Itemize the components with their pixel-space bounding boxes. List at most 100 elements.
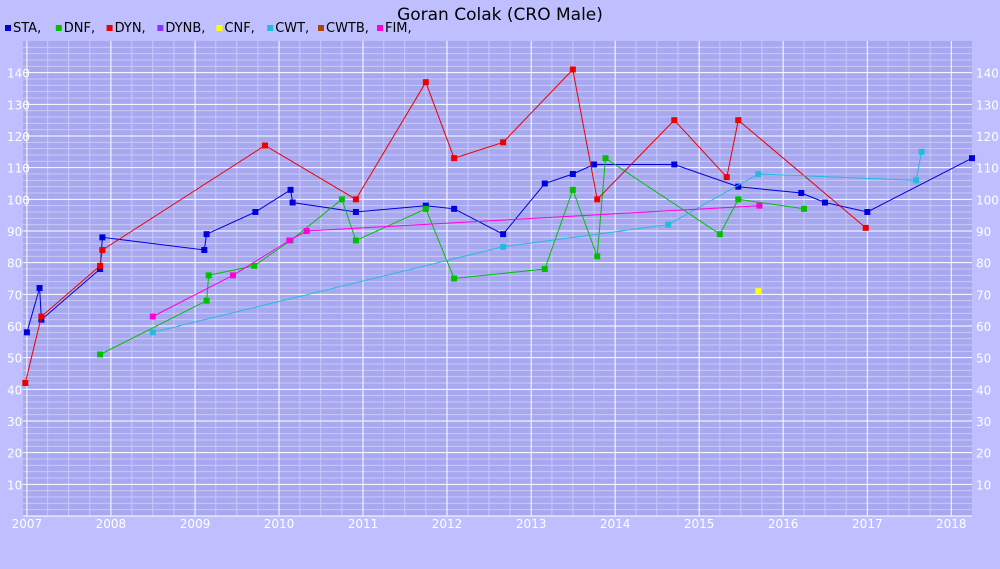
- y-tick-label-left: 20: [7, 447, 22, 461]
- data-point-dyn: [735, 117, 742, 124]
- data-point-dnf: [716, 231, 723, 238]
- x-tick-label: 2017: [852, 517, 883, 531]
- plot-area: [23, 41, 972, 516]
- legend-label-cwtb: CWTB,: [326, 21, 369, 36]
- y-tick-label-left: 40: [7, 383, 22, 397]
- legend-swatch-cwtb: [318, 25, 324, 31]
- data-point-dnf: [801, 205, 808, 212]
- legend-label-fim: FIM,: [385, 21, 412, 36]
- data-point-fim: [149, 313, 156, 320]
- y-tick-label-right: 20: [976, 447, 991, 461]
- data-point-dyn: [422, 79, 429, 86]
- data-point-dnf: [352, 237, 359, 244]
- data-point-cwt: [913, 177, 920, 184]
- data-point-sta: [798, 190, 805, 196]
- data-point-dnf: [205, 272, 212, 279]
- data-point-sta: [671, 161, 678, 168]
- series-dyn: [22, 66, 869, 386]
- data-point-sta: [591, 161, 598, 168]
- data-point-cnf: [755, 288, 762, 295]
- data-point-dyn: [862, 224, 869, 231]
- y-tick-label-right: 60: [976, 320, 991, 334]
- data-point-sta: [735, 183, 742, 190]
- series-fim: [149, 202, 763, 320]
- y-tick-label-left: 110: [7, 162, 30, 176]
- data-point-fim: [756, 202, 763, 209]
- data-point-dnf: [251, 262, 258, 269]
- y-tick-label-left: 120: [7, 130, 30, 144]
- legend-label-dyn: DYN,: [115, 21, 146, 36]
- x-tick-label: 2018: [936, 517, 967, 531]
- y-tick-label-right: 30: [976, 415, 991, 429]
- data-point-sta: [287, 186, 294, 193]
- y-tick-label-right: 90: [976, 225, 991, 239]
- grid: [23, 41, 972, 516]
- data-point-cwt: [665, 221, 672, 228]
- y-tick-label-left: 50: [7, 352, 22, 366]
- series-line-cwt: [152, 151, 923, 333]
- data-point-fim: [230, 272, 237, 279]
- data-point-dnf: [735, 196, 742, 203]
- data-point-dyn: [723, 174, 730, 181]
- data-point-sta: [569, 171, 576, 177]
- data-point-dnf: [594, 253, 601, 260]
- data-point-sta: [203, 231, 210, 238]
- data-point-dnf: [338, 196, 345, 203]
- y-tick-label-right: 110: [976, 162, 999, 176]
- x-tick-label: 2016: [768, 517, 799, 531]
- data-point-dyn: [671, 117, 678, 124]
- y-tick-label-left: 100: [7, 193, 30, 207]
- data-point-fim: [286, 237, 293, 244]
- data-point-dyn: [97, 262, 104, 269]
- data-point-dyn: [262, 142, 269, 149]
- data-point-sta: [99, 234, 106, 241]
- data-point-dyn: [451, 155, 458, 162]
- legend-swatch-dynb: [157, 25, 164, 31]
- data-point-sta: [541, 180, 548, 187]
- data-point-sta: [821, 199, 828, 206]
- data-point-dnf: [541, 266, 548, 272]
- data-point-dnf: [602, 155, 609, 162]
- y-tick-label-left: 70: [7, 288, 22, 302]
- y-tick-label-left: 140: [7, 67, 30, 81]
- data-point-dyn: [352, 196, 359, 203]
- y-tick-label-right: 100: [976, 193, 999, 207]
- legend: STA, DNF, DYN, DYNB, CNF, CWT, CWTB, FIM,: [5, 21, 412, 36]
- x-tick-label: 2015: [684, 517, 715, 531]
- data-point-dnf: [203, 297, 210, 304]
- y-tick-label-right: 40: [976, 383, 991, 397]
- y-tick-label-right: 130: [976, 98, 999, 112]
- data-point-sta: [864, 209, 871, 215]
- x-tick-label: 2011: [348, 517, 379, 531]
- legend-swatch-dnf: [55, 25, 62, 31]
- data-point-dnf: [451, 275, 458, 282]
- data-point-sta: [38, 316, 45, 323]
- y-tick-label-right: 140: [976, 67, 999, 81]
- data-point-sta: [422, 202, 429, 209]
- data-point-sta: [201, 247, 208, 253]
- legend-label-cwt: CWT,: [275, 21, 309, 36]
- data-point-dyn: [569, 66, 576, 73]
- data-point-sta: [36, 285, 43, 291]
- data-point-fim: [303, 228, 310, 234]
- x-tick-label: 2013: [516, 517, 547, 531]
- data-point-cwt: [149, 329, 156, 336]
- data-point-cwt: [500, 243, 507, 250]
- y-tick-label-right: 10: [976, 478, 991, 492]
- series-line-dnf: [99, 157, 805, 355]
- data-point-dyn: [594, 196, 601, 203]
- data-point-dyn: [22, 380, 29, 386]
- data-point-dyn: [38, 313, 45, 320]
- data-point-dnf: [422, 205, 429, 212]
- legend-swatch-sta: [5, 25, 11, 31]
- x-tick-label: 2008: [96, 517, 127, 531]
- legend-label-cnf: CNF,: [224, 21, 254, 36]
- data-point-sta: [500, 231, 507, 238]
- legend-swatch-dyn: [106, 25, 113, 31]
- data-point-sta: [352, 209, 359, 215]
- data-point-sta: [289, 199, 296, 206]
- data-point-dyn: [500, 139, 507, 146]
- y-tick-label-left: 130: [7, 98, 30, 112]
